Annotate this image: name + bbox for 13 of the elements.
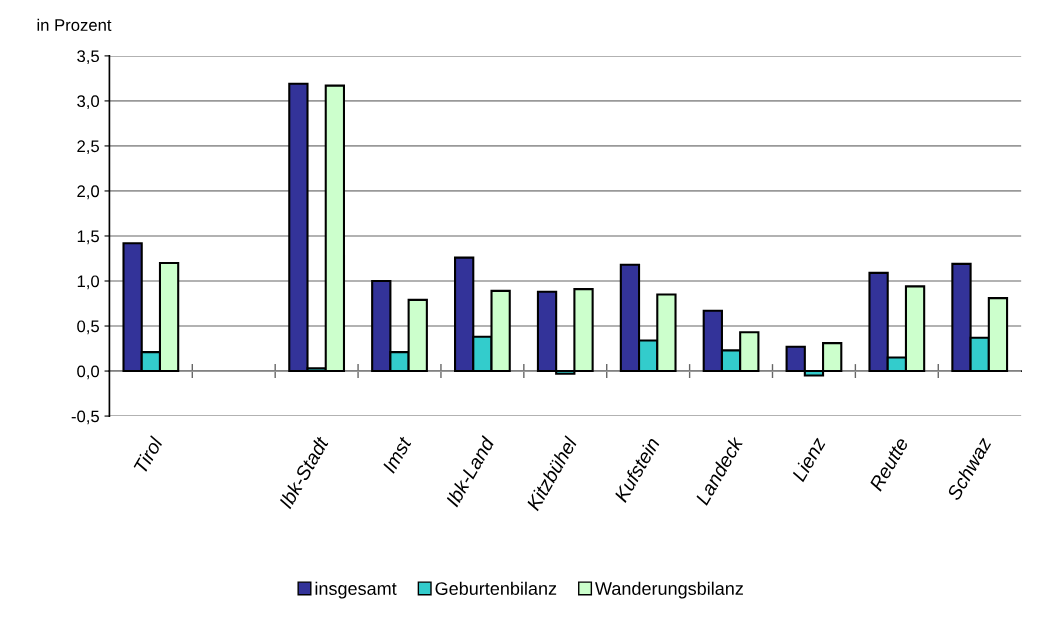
y-tick-label: 2,0 bbox=[77, 185, 100, 200]
y-tick-label: 1,5 bbox=[77, 230, 99, 245]
y-axis-title: in Prozent bbox=[37, 18, 112, 31]
legend-label: Wanderungsbilanz bbox=[595, 581, 743, 599]
y-tick-label: 3,0 bbox=[77, 95, 100, 110]
legend-label: insgesamt bbox=[315, 581, 397, 599]
y-tick-label: 2,5 bbox=[77, 140, 99, 155]
y-tick-label: -0,5 bbox=[71, 410, 99, 425]
legend-label: Geburtenbilanz bbox=[435, 581, 557, 595]
y-tick-label: 0,0 bbox=[77, 365, 100, 380]
y-tick-label: 3,5 bbox=[77, 50, 99, 65]
y-tick-label: 1,0 bbox=[77, 275, 100, 290]
y-tick-label: 0,5 bbox=[77, 320, 99, 335]
